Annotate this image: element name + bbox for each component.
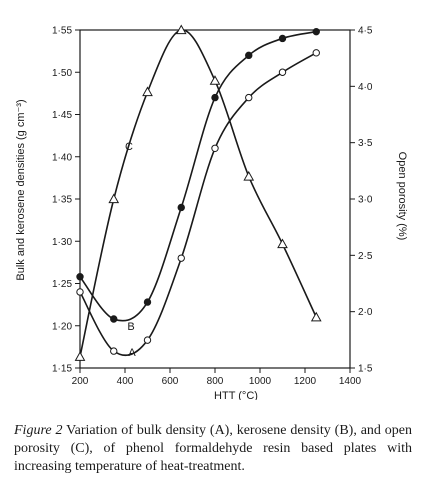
- x-tick-label: 600: [162, 376, 179, 387]
- series-a-point: [110, 347, 118, 355]
- x-tick-label: 400: [117, 376, 134, 387]
- x-tick-label: 1400: [339, 376, 362, 387]
- y-left-tick-label: 1·25: [52, 279, 72, 290]
- x-tick-label: 200: [72, 376, 89, 387]
- series-c-point: [142, 86, 153, 97]
- x-tick-label: 800: [207, 376, 224, 387]
- y-left-tick-label: 1·50: [52, 68, 72, 79]
- y-right-tick-label: 2·5: [358, 251, 373, 262]
- x-tick-label: 1000: [249, 376, 272, 387]
- series-b-point: [312, 27, 320, 36]
- series-curves: [79, 29, 318, 357]
- series-c-point: [74, 351, 86, 361]
- series-c-point: [175, 24, 187, 35]
- caption-lead: Figure 2: [14, 423, 63, 438]
- series-a-point: [211, 144, 219, 153]
- series-c-point: [108, 193, 120, 204]
- y-right-tick-label: 2·0: [358, 307, 373, 318]
- y-right-tick-label: 1·5: [358, 364, 373, 375]
- left-y-axis-label: Bulk and kerosene densities (g cm⁻³): [15, 99, 27, 280]
- series-c-line: [79, 29, 318, 357]
- series-b-line: [79, 30, 317, 322]
- series-a-point: [177, 254, 185, 262]
- series-a-point: [312, 49, 320, 57]
- series-c-point: [277, 238, 288, 249]
- series-a-line: [79, 52, 317, 357]
- y-left-tick-label: 1·30: [52, 237, 72, 248]
- y-right-tick-label: 4·5: [358, 26, 373, 37]
- series-labels: A B C: [125, 141, 136, 359]
- series-markers: [74, 24, 322, 361]
- caption-text: Variation of bulk density (A), kerosene …: [14, 423, 412, 474]
- axis-ticks: [75, 29, 355, 373]
- series-b-point: [76, 273, 84, 281]
- y-left-tick-label: 1·35: [52, 195, 72, 206]
- series-a-point: [278, 68, 287, 76]
- series-a-point: [76, 288, 84, 296]
- y-right-tick-label: 4·0: [358, 82, 373, 93]
- y-left-tick-label: 1·20: [52, 321, 72, 332]
- series-a-label: A: [128, 347, 136, 359]
- chart: 200 400 600 800 1000 1200 1400 1·15 1·20 1·25 1·30…: [15, 24, 408, 400]
- y-left-tick-label: 1·55: [52, 26, 72, 37]
- series-b-point: [143, 298, 152, 306]
- series-b-point: [110, 315, 118, 323]
- series-b-point: [278, 34, 287, 43]
- series-c-point: [209, 75, 221, 85]
- series-a-point: [143, 336, 152, 344]
- y-left-tick-label: 1·40: [52, 152, 72, 163]
- y-left-tick-label: 1·45: [52, 110, 72, 121]
- right-y-axis-label: Open porosity (%): [396, 152, 408, 241]
- y-right-tick-label: 3·5: [358, 138, 373, 149]
- series-a-point: [245, 93, 253, 102]
- series-b-point: [211, 93, 219, 102]
- series-c-point: [310, 311, 322, 322]
- series-b-point: [177, 203, 185, 212]
- y-left-tick-label: 1·15: [52, 364, 72, 375]
- tick-labels: 200 400 600 800 1000 1200 1400 1·15 1·20 1·25 1·30…: [52, 26, 373, 388]
- series-b-point: [245, 51, 253, 60]
- series-c-point: [243, 170, 255, 181]
- y-right-tick-label: 3·0: [358, 195, 373, 206]
- series-b-label: B: [127, 321, 134, 333]
- series-c-label: C: [125, 141, 133, 153]
- x-axis-label: HTT (°C): [214, 390, 258, 400]
- x-tick-label: 1200: [294, 376, 317, 387]
- figure-caption: Figure 2 Variation of bulk density (A), …: [14, 422, 412, 476]
